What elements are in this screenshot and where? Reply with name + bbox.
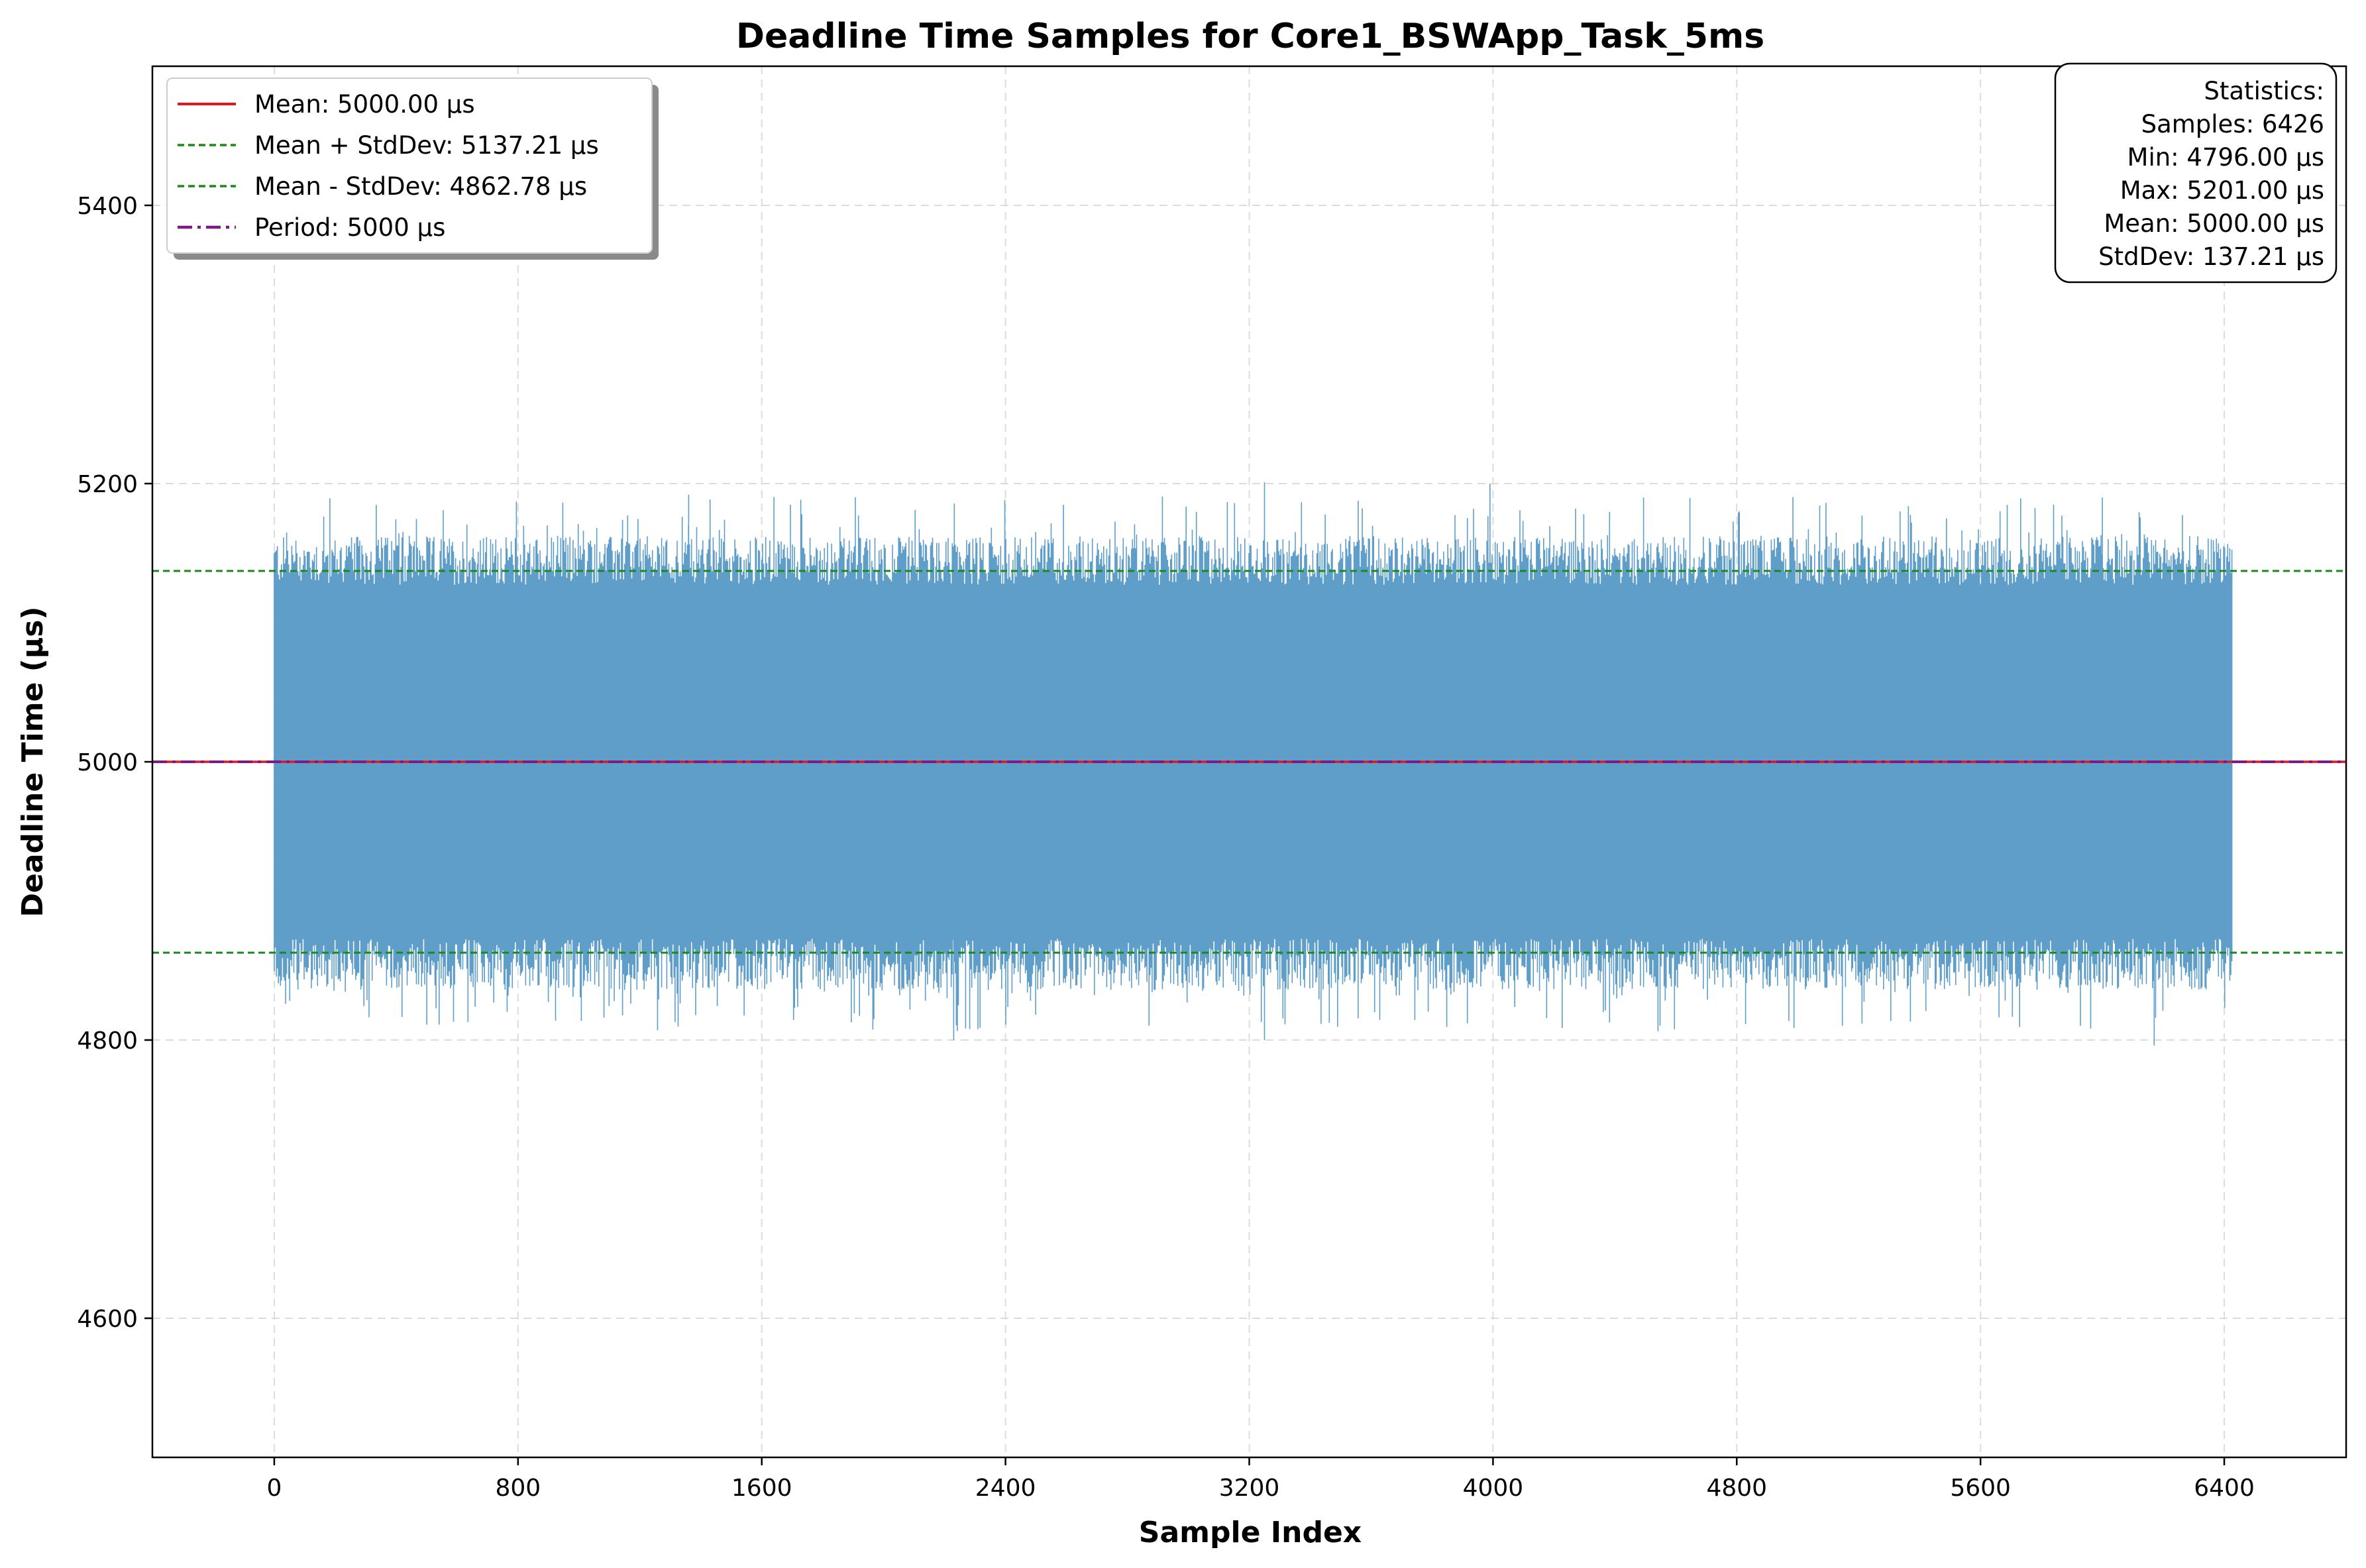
y-axis-ticks: 4600 4800 5000 5200 5400	[77, 193, 152, 1333]
x-tick-label: 4000	[1463, 1475, 1524, 1502]
x-tick-label: 3200	[1219, 1475, 1280, 1502]
stats-line: Samples: 6426	[2141, 110, 2324, 138]
stats-line: StdDev: 137.21 µs	[2098, 242, 2324, 271]
x-tick-label: 800	[495, 1475, 541, 1502]
stats-line: Statistics:	[2204, 77, 2324, 105]
data-series	[274, 482, 2233, 1046]
x-axis-ticks: 0 800 1600 2400 3200 4000 4800 5600 6400	[266, 1457, 2255, 1502]
stats-line: Max: 5201.00 µs	[2120, 176, 2324, 205]
reference-lines	[152, 570, 2346, 954]
y-tick-label: 5000	[77, 749, 138, 776]
legend-label: Period: 5000 µs	[254, 213, 445, 242]
legend-label: Mean - StdDev: 4862.78 µs	[254, 172, 587, 201]
stats-line: Mean: 5000.00 µs	[2104, 209, 2324, 238]
legend-label: Mean + StdDev: 5137.21 µs	[254, 131, 599, 160]
stats-box: Statistics: Samples: 6426 Min: 4796.00 µs M…	[2054, 62, 2338, 284]
y-tick-label: 5200	[77, 471, 138, 498]
legend-label: Mean: 5000.00 µs	[254, 90, 475, 119]
legend-items: Mean: 5000.00 µs Mean + StdDev: 5137.21 µ…	[178, 90, 599, 242]
stats-line: Min: 4796.00 µs	[2127, 143, 2324, 172]
x-tick-label: 2400	[975, 1475, 1036, 1502]
x-tick-label: 5600	[1950, 1475, 2011, 1502]
stats-box-frame	[2054, 62, 2338, 284]
y-tick-label: 5400	[77, 193, 138, 220]
legend-box	[166, 78, 653, 254]
x-tick-label: 4800	[1706, 1475, 1767, 1502]
series-line	[274, 482, 2233, 1046]
chart-title: Deadline Time Samples for Core1_BSWApp_T…	[736, 17, 1764, 56]
x-tick-label: 1600	[731, 1475, 792, 1502]
x-tick-label: 6400	[2194, 1475, 2255, 1502]
x-tick-label: 0	[266, 1475, 282, 1502]
stats-lines: Statistics: Samples: 6426 Min: 4796.00 µs M…	[2098, 77, 2324, 271]
y-axis-label: Deadline Time (µs)	[16, 606, 50, 917]
x-axis-label: Sample Index	[1139, 1516, 1362, 1549]
y-tick-label: 4800	[77, 1027, 138, 1055]
legend: Mean: 5000.00 µs Mean + StdDev: 5137.21 µ…	[166, 78, 659, 260]
y-tick-label: 4600	[77, 1306, 138, 1333]
